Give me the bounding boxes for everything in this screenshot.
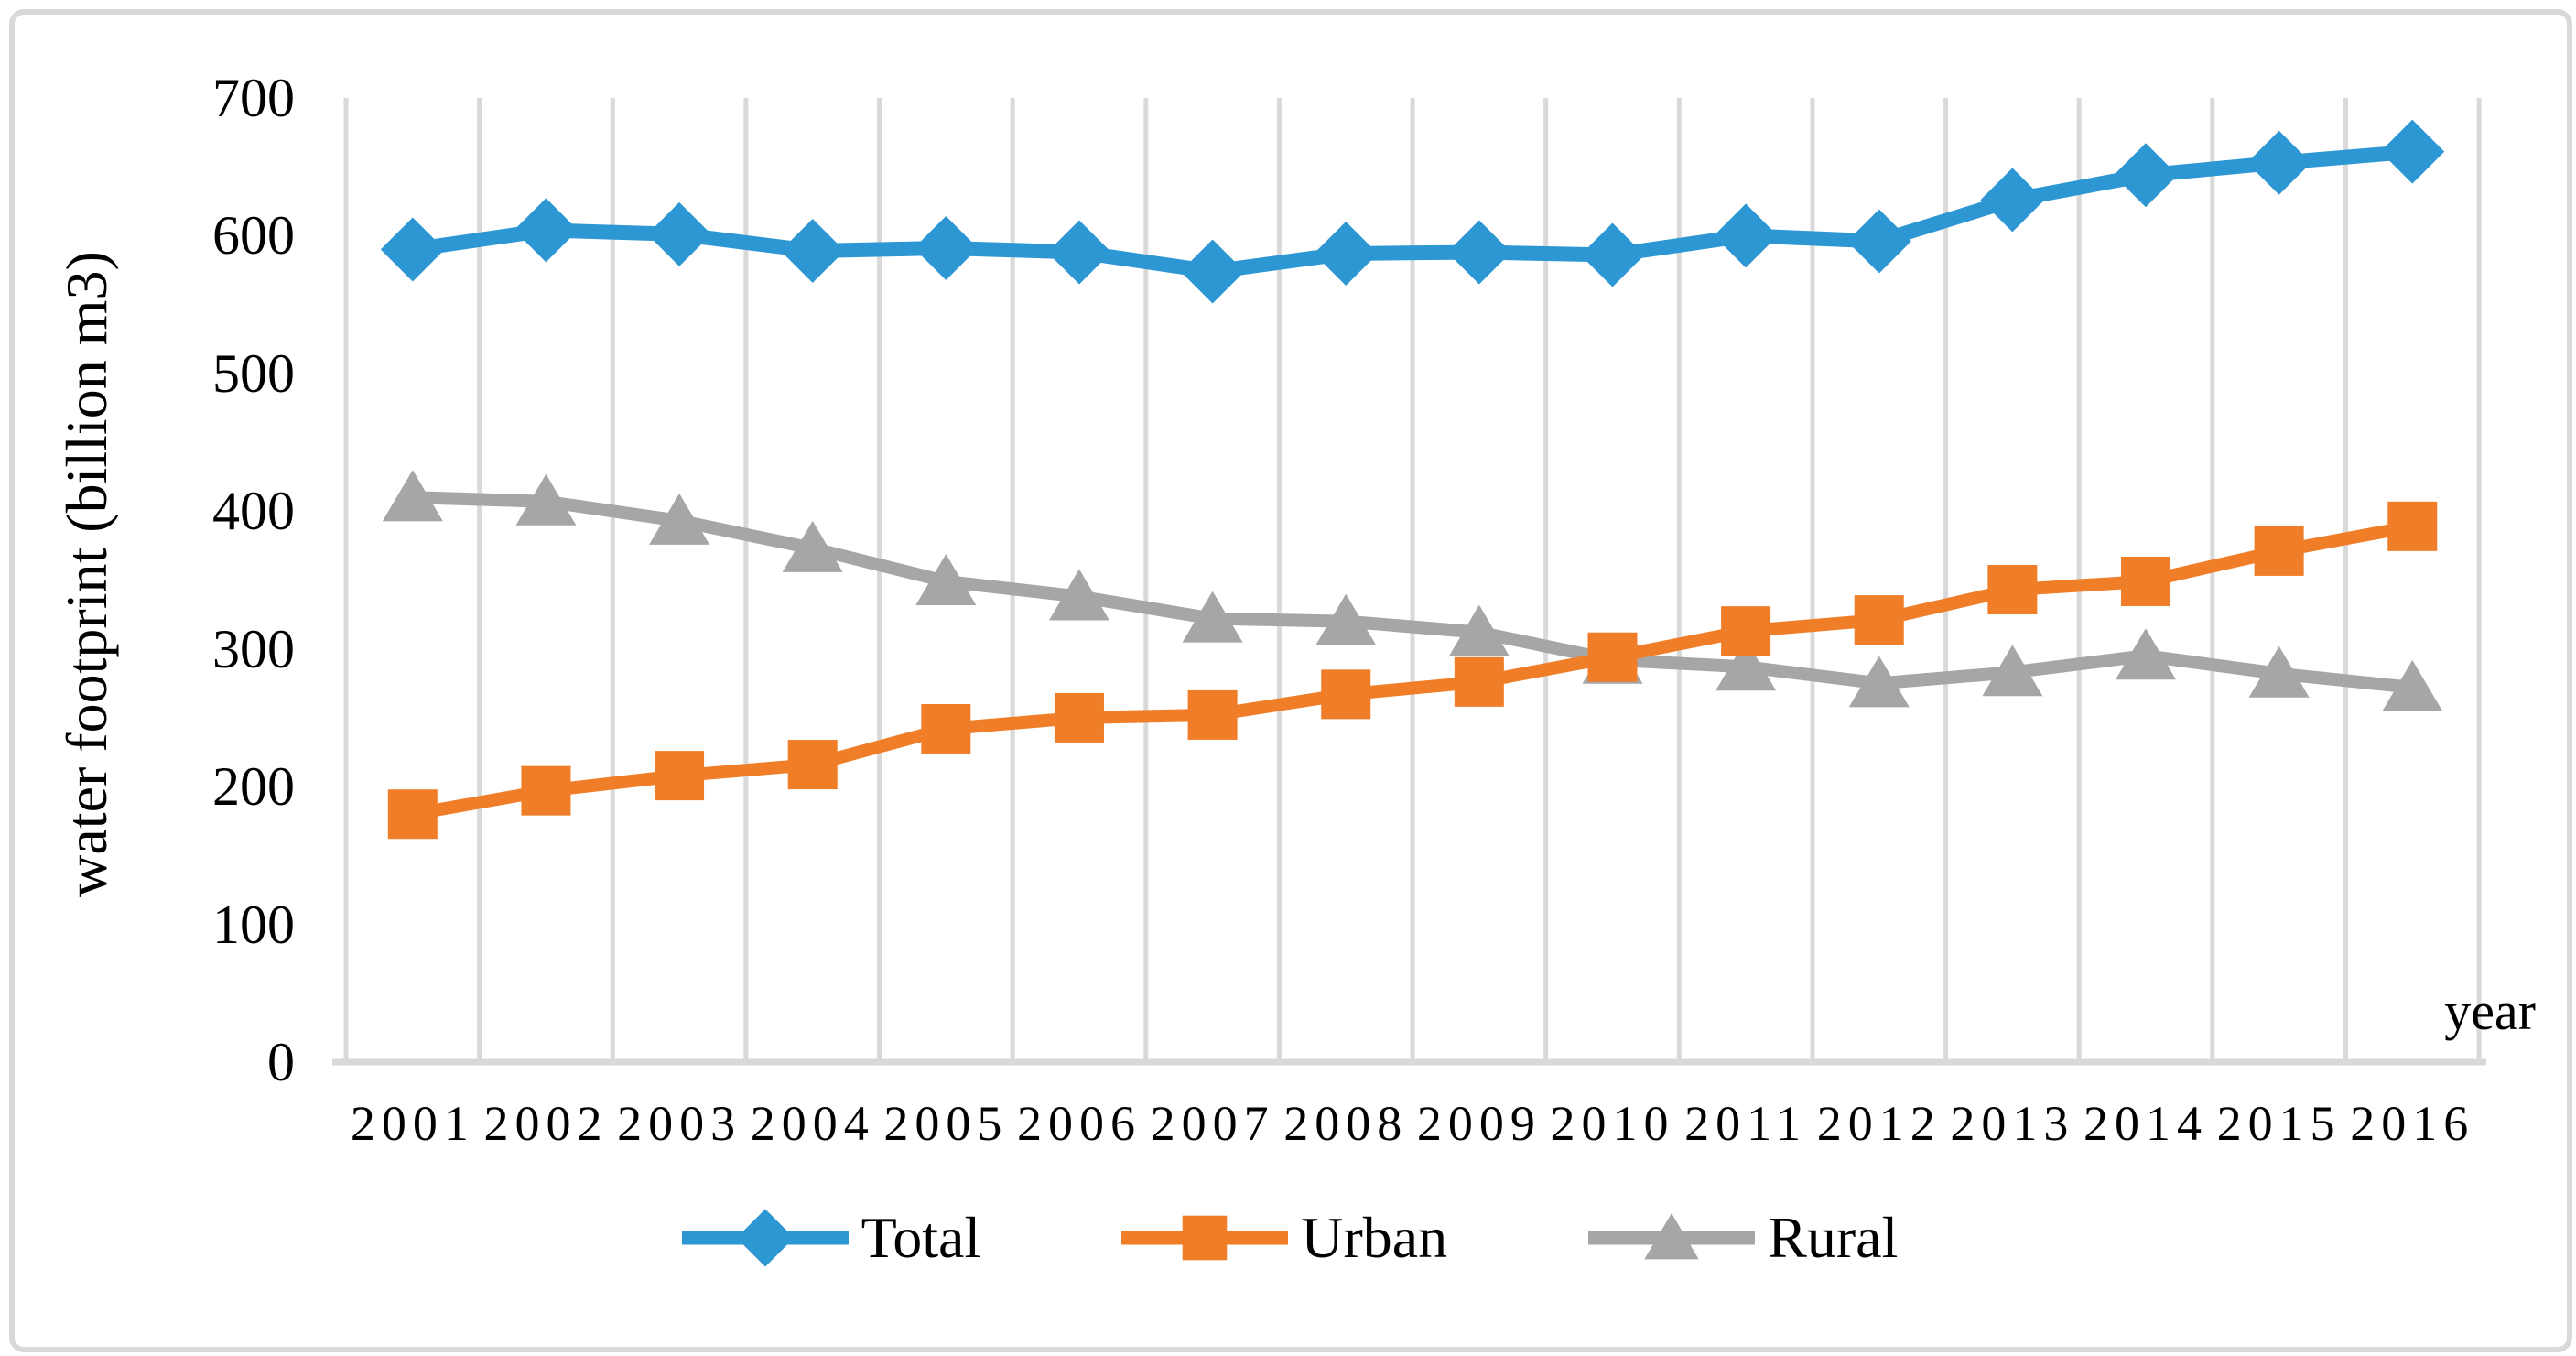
y-tick-label: 400 — [212, 481, 295, 542]
x-tick-label: 2009 — [1416, 1096, 1542, 1151]
data-point-marker-diamond — [1846, 209, 1911, 274]
data-point-marker-diamond — [2246, 130, 2311, 195]
y-tick-label: 0 — [267, 1032, 295, 1092]
data-point-marker-triangle — [2382, 659, 2443, 711]
data-point-marker-triangle — [915, 554, 977, 606]
chart-legend: Total Urban Rural — [0, 1190, 2576, 1285]
data-point-marker-diamond — [1714, 203, 1779, 268]
data-point-marker-square — [655, 751, 705, 801]
x-tick-label: 2003 — [617, 1096, 742, 1151]
legend-marker-triangle-icon — [1588, 1213, 1756, 1260]
data-point-marker-square — [2387, 501, 2438, 551]
x-tick-label: 2010 — [1550, 1096, 1675, 1151]
series-line — [412, 491, 2413, 694]
data-point-marker-diamond — [1980, 168, 2045, 233]
data-point-marker-triangle — [1048, 569, 1109, 621]
legend-marker-diamond-icon — [681, 1209, 849, 1267]
data-point-marker-triangle — [1716, 639, 1777, 691]
data-point-marker-square — [1987, 565, 2038, 615]
data-point-marker-square — [1321, 669, 1371, 720]
x-tick-label: 2011 — [1684, 1096, 1808, 1151]
series-rural — [382, 470, 2443, 711]
data-point-marker-square — [787, 740, 838, 790]
data-point-marker-diamond — [1180, 239, 1245, 304]
data-point-marker-square — [1182, 1215, 1228, 1261]
legend-item-rural: Rural — [1585, 1197, 1898, 1279]
x-tick-label: 2005 — [883, 1096, 1009, 1151]
legend-label: Rural — [1768, 1205, 1899, 1270]
x-tick-label: 2016 — [2350, 1096, 2475, 1151]
data-point-marker-diamond — [514, 198, 579, 263]
y-tick-label: 100 — [212, 894, 295, 955]
x-tick-label: 2006 — [1016, 1096, 1142, 1151]
data-point-marker-square — [1721, 606, 1771, 656]
data-point-marker-diamond — [1446, 220, 1511, 285]
data-point-marker-diamond — [736, 1209, 795, 1267]
data-point-marker-triangle — [1982, 645, 2043, 697]
data-point-marker-diamond — [1314, 221, 1379, 286]
data-point-marker-square — [1054, 692, 1104, 743]
y-tick-label: 300 — [212, 618, 295, 679]
x-tick-label: 2015 — [2216, 1096, 2342, 1151]
data-point-marker-triangle — [1315, 593, 1377, 645]
x-tick-label: 2002 — [483, 1096, 609, 1151]
data-point-marker-triangle — [1644, 1213, 1699, 1260]
x-tick-label: 2007 — [1150, 1096, 1275, 1151]
series-line — [411, 519, 2414, 821]
legend-item-total: Total — [678, 1197, 981, 1279]
data-point-marker-triangle — [782, 520, 843, 572]
y-tick-label: 200 — [212, 756, 295, 818]
x-tick-label: 2012 — [1816, 1096, 1942, 1151]
data-point-marker-square — [521, 765, 571, 816]
x-tick-label: 2013 — [1950, 1096, 2075, 1151]
legend-item-urban: Urban — [1118, 1197, 1447, 1279]
data-point-marker-diamond — [2380, 119, 2445, 184]
data-point-marker-square — [387, 789, 438, 840]
data-point-marker-triangle — [2248, 645, 2310, 698]
data-point-marker-square — [2121, 557, 2171, 607]
data-point-marker-diamond — [914, 215, 979, 280]
data-point-marker-triangle — [515, 473, 577, 526]
x-axis-title: year — [2444, 982, 2536, 1041]
y-tick-label: 600 — [212, 205, 295, 266]
data-point-marker-triangle — [1182, 591, 1243, 643]
figure-border — [9, 9, 2572, 1352]
series-urban — [387, 501, 2438, 840]
data-point-marker-triangle — [382, 470, 443, 522]
series-line — [411, 144, 2413, 279]
y-tick-label: 700 — [212, 68, 295, 128]
data-point-marker-square — [921, 703, 971, 754]
data-point-marker-triangle — [1848, 656, 1910, 708]
x-tick-label: 2008 — [1283, 1096, 1409, 1151]
data-point-marker-square — [1587, 632, 1638, 682]
data-point-marker-diamond — [380, 217, 445, 282]
data-point-marker-square — [1454, 656, 1504, 707]
data-point-marker-square — [2254, 526, 2304, 576]
series-total — [380, 119, 2445, 304]
data-point-marker-triangle — [2116, 628, 2177, 680]
x-tick-label: 2014 — [2084, 1096, 2208, 1151]
data-point-marker-diamond — [1046, 220, 1111, 285]
legend-label: Urban — [1301, 1205, 1448, 1270]
data-point-marker-square — [1854, 595, 1904, 645]
data-point-marker-triangle — [1448, 604, 1510, 656]
legend-label: Total — [860, 1205, 981, 1270]
data-point-marker-diamond — [2114, 143, 2179, 208]
x-tick-label: 2001 — [350, 1096, 475, 1151]
y-tick-label: 500 — [212, 342, 295, 404]
data-point-marker-diamond — [1580, 222, 1645, 287]
y-axis-title: water footprint (billion m3) — [54, 251, 119, 897]
legend-marker-square-icon — [1121, 1215, 1289, 1261]
data-point-marker-triangle — [649, 493, 710, 545]
data-point-marker-diamond — [780, 218, 845, 283]
data-point-marker-diamond — [647, 201, 712, 266]
x-tick-label: 2004 — [750, 1096, 875, 1151]
data-point-marker-square — [1187, 689, 1238, 740]
